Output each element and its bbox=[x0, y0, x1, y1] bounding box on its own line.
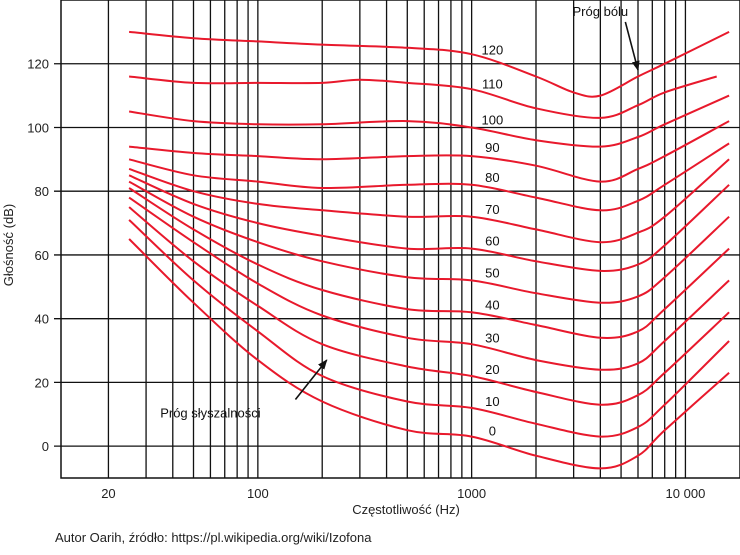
curve-label-120: 120 bbox=[482, 42, 504, 57]
y-tick-label: 0 bbox=[42, 439, 49, 454]
pain-threshold-label: Próg bólu bbox=[573, 4, 629, 19]
y-tick-label: 20 bbox=[35, 375, 49, 390]
grid bbox=[54, 0, 740, 479]
y-tick-label: 100 bbox=[27, 120, 49, 135]
hearing-threshold-arrow bbox=[294, 359, 328, 400]
pain-threshold-arrow bbox=[624, 21, 640, 72]
y-tick-label: 60 bbox=[35, 248, 49, 263]
curve-40-phon bbox=[128, 187, 730, 340]
curve-100-phon bbox=[128, 94, 730, 148]
x-tick-label: 100 bbox=[247, 486, 269, 501]
curve-label-10: 10 bbox=[485, 394, 499, 409]
y-tick-label: 120 bbox=[27, 57, 49, 72]
y-tick-label: 40 bbox=[35, 312, 49, 327]
curve-70-phon bbox=[128, 158, 730, 244]
x-tick-label: 1000 bbox=[457, 486, 486, 501]
x-tick-label: 20 bbox=[101, 486, 115, 501]
curve-label-70: 70 bbox=[485, 202, 499, 217]
curve-30-phon bbox=[128, 196, 730, 371]
annotations: Próg bólu Próg słyszalności bbox=[160, 4, 640, 420]
curve-50-phon bbox=[128, 180, 730, 304]
credit-text: Autor Oarih, źródło: https://pl.wikipedi… bbox=[55, 530, 372, 545]
curve-label-80: 80 bbox=[485, 170, 499, 185]
curve-label-90: 90 bbox=[485, 140, 499, 155]
curve-label-0: 0 bbox=[489, 424, 496, 439]
curve-10-phon bbox=[128, 219, 730, 438]
curve-labels: 0 10 20 30 40 50 60 70 80 90 100 110 120 bbox=[482, 42, 504, 438]
hearing-threshold-label: Próg słyszalności bbox=[160, 405, 261, 420]
x-tick-label: 10 000 bbox=[666, 486, 706, 501]
curve-120-phon bbox=[129, 30, 730, 98]
curve-0-phon bbox=[128, 238, 730, 470]
curve-label-40: 40 bbox=[485, 297, 499, 312]
curve-label-50: 50 bbox=[485, 266, 499, 281]
curve-label-110: 110 bbox=[482, 76, 503, 91]
curve-label-30: 30 bbox=[485, 330, 499, 345]
curve-20-phon bbox=[128, 206, 730, 406]
curve-60-phon bbox=[128, 174, 730, 272]
curve-90-phon bbox=[129, 120, 730, 183]
curve-80-phon bbox=[128, 142, 730, 212]
y-axis-title: Głośność (dB) bbox=[1, 204, 16, 286]
x-axis-title: Częstotliwość (Hz) bbox=[352, 502, 460, 517]
curve-110-phon bbox=[129, 75, 717, 119]
isophon-curves bbox=[128, 30, 730, 470]
curve-label-60: 60 bbox=[485, 234, 499, 249]
curve-label-100: 100 bbox=[482, 113, 504, 128]
curve-label-20: 20 bbox=[485, 362, 499, 377]
y-tick-label: 80 bbox=[35, 184, 49, 199]
plot-frame bbox=[60, 0, 740, 479]
